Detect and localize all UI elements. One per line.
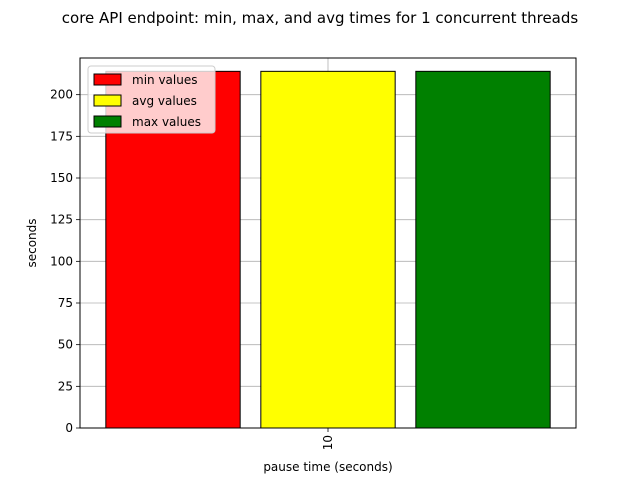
bars-layer xyxy=(105,70,551,429)
legend-label: avg values xyxy=(132,94,197,108)
x-axis-label: pause time (seconds) xyxy=(263,460,392,474)
x-axis: 10 xyxy=(321,428,335,450)
y-axis-label: seconds xyxy=(25,218,39,267)
y-tick-label: 100 xyxy=(50,254,73,268)
y-tick-label: 200 xyxy=(50,88,73,102)
bar-max-values xyxy=(415,70,551,429)
legend-swatch xyxy=(93,94,122,107)
x-tick-label: 10 xyxy=(321,435,335,450)
legend-swatch xyxy=(93,115,122,128)
legend-label: max values xyxy=(132,115,201,129)
y-tick-label: 175 xyxy=(50,129,73,143)
y-axis: 0 25 50 75 100 125 150 175 200 xyxy=(50,88,80,435)
y-tick-label: 0 xyxy=(65,421,73,435)
y-tick-label: 75 xyxy=(58,296,73,310)
y-tick-label: 50 xyxy=(58,338,73,352)
bar-avg-values xyxy=(260,70,396,429)
y-tick-label: 125 xyxy=(50,213,73,227)
y-tick-label: 25 xyxy=(58,379,73,393)
chart-title: core API endpoint: min, max, and avg tim… xyxy=(62,9,579,27)
legend-swatch xyxy=(93,73,122,86)
y-tick-label: 150 xyxy=(50,171,73,185)
legend-label: min values xyxy=(132,73,197,87)
legend: min values avg values max values xyxy=(87,65,216,134)
